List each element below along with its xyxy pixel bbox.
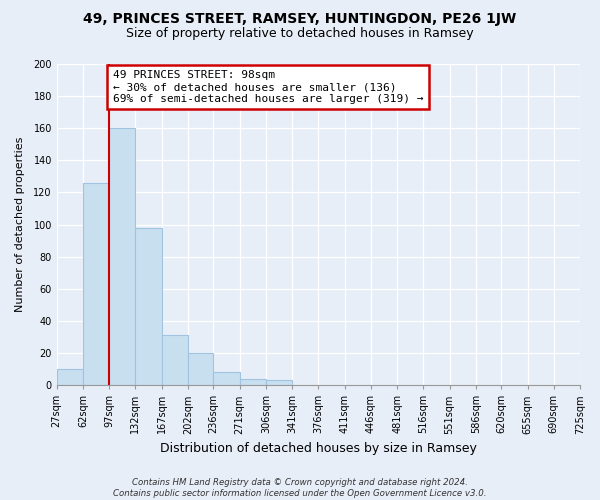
Y-axis label: Number of detached properties: Number of detached properties [15, 137, 25, 312]
Bar [109, 128, 136, 385]
Bar [161, 336, 188, 385]
Bar [136, 228, 161, 385]
Bar [266, 380, 292, 385]
X-axis label: Distribution of detached houses by size in Ramsey: Distribution of detached houses by size … [160, 442, 477, 455]
Text: 49 PRINCES STREET: 98sqm
← 30% of detached houses are smaller (136)
69% of semi-: 49 PRINCES STREET: 98sqm ← 30% of detach… [113, 70, 424, 104]
Text: Contains HM Land Registry data © Crown copyright and database right 2024.
Contai: Contains HM Land Registry data © Crown c… [113, 478, 487, 498]
Bar [83, 183, 109, 385]
Bar [239, 378, 266, 385]
Text: 49, PRINCES STREET, RAMSEY, HUNTINGDON, PE26 1JW: 49, PRINCES STREET, RAMSEY, HUNTINGDON, … [83, 12, 517, 26]
Text: Size of property relative to detached houses in Ramsey: Size of property relative to detached ho… [126, 28, 474, 40]
Bar [188, 353, 214, 385]
Bar [214, 372, 239, 385]
Bar [56, 369, 83, 385]
